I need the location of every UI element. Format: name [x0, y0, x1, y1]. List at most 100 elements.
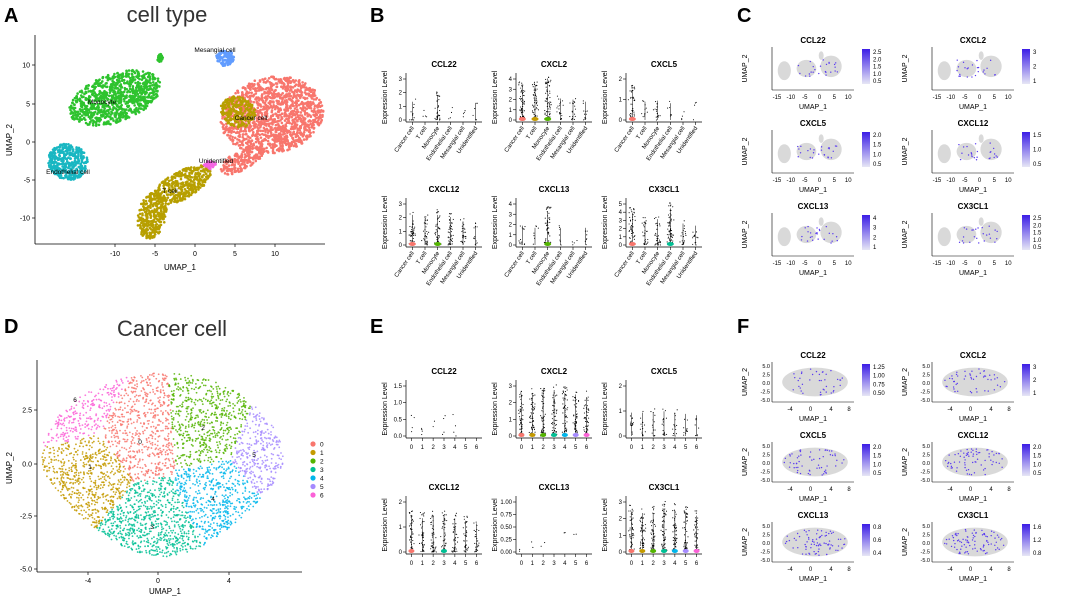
feature-xtick: 10	[845, 95, 852, 101]
violin-base	[531, 117, 538, 121]
feature-legend-value: 4	[873, 216, 877, 222]
panel-label-f: F	[737, 316, 749, 338]
panel-a-cluster-label: Endothelial cell	[46, 169, 90, 176]
feature-ylabel: UMAP_2	[902, 54, 909, 82]
legend-label-6: 6	[320, 493, 324, 500]
feature-xtick: -4	[787, 567, 793, 573]
violin-base	[573, 433, 579, 437]
feature-cells	[819, 134, 824, 143]
violin-ytick: 0	[399, 550, 403, 556]
violin-ytick: 3	[509, 384, 513, 390]
feature-legend-value: 2.0	[873, 133, 882, 139]
violin-title: CXCL5	[651, 367, 678, 376]
feature-xtick: -15	[773, 178, 782, 184]
feature-xlabel: UMAP_1	[959, 187, 987, 194]
feature-xtick: 10	[1005, 178, 1012, 184]
feature-cells	[782, 368, 848, 397]
feature-xtick: -15	[933, 261, 942, 267]
violin-xtick: 0	[410, 445, 414, 451]
violin-title: CCL22	[431, 60, 457, 69]
feature-colorbar	[862, 215, 870, 250]
violin-xtick: 3	[552, 561, 556, 567]
panel-a-xtick: 0	[193, 251, 197, 258]
monocyte-small-cluster	[156, 53, 164, 63]
feature-xtick: -4	[787, 487, 793, 493]
violin-xtick: 5	[684, 561, 688, 567]
feature-xlabel: UMAP_1	[959, 496, 987, 503]
feature-ytick: 0.0	[762, 541, 770, 547]
violin-base	[519, 117, 526, 121]
panel-d-xlabel: UMAP_1	[149, 587, 182, 596]
violin-ytick: 2	[509, 401, 513, 407]
violin-ylabel: Expression Level	[382, 195, 389, 249]
feature-title: CXCL2	[960, 36, 987, 45]
violin-ytick: 4	[619, 210, 623, 216]
cluster-center-label: 6	[73, 397, 77, 404]
violin-base	[544, 117, 551, 121]
feature-ytick: -2.5	[761, 550, 770, 556]
violin-ytick: 5	[619, 202, 623, 208]
panel-a-xtick: -10	[110, 251, 120, 258]
feature-xtick: 0	[969, 567, 973, 573]
cluster-2-points	[168, 373, 251, 468]
panel-a-xtick: 10	[271, 251, 279, 258]
violin-xtick: 5	[464, 445, 468, 451]
violin-ytick: 0	[509, 434, 513, 440]
feature-legend-value: 1.0	[873, 152, 882, 158]
feature-legend-value: 1.5	[873, 143, 882, 149]
violin-ylabel: Expression Level	[492, 382, 499, 436]
panel-d-ytick: -2.5	[20, 514, 32, 521]
panel-a-ytick: 0	[26, 140, 30, 147]
feature-ylabel: UMAP_2	[742, 368, 749, 396]
feature-xtick: 5	[993, 261, 997, 267]
feature-cells	[979, 217, 984, 226]
feature-xtick: -5	[802, 95, 808, 101]
feature-xtick: 4	[829, 567, 833, 573]
violin-title: CXCL13	[539, 483, 570, 492]
feature-xtick: 4	[989, 567, 993, 573]
violin-ytick: 1	[509, 233, 513, 239]
feature-xtick: 0	[818, 95, 822, 101]
feature-cells	[938, 61, 951, 80]
panel-a-title: cell type	[127, 2, 208, 27]
feature-xtick: -5	[802, 178, 808, 184]
violin-ytick: 0	[399, 118, 403, 124]
violin-xtick: 6	[585, 561, 589, 567]
feature-colorbar	[1022, 215, 1030, 250]
feature-title: CX3CL1	[958, 511, 989, 520]
feature-colorbar	[862, 444, 870, 476]
feature-ytick: 2.5	[762, 453, 770, 459]
feature-legend-value: 1.0	[1033, 238, 1042, 244]
legend-swatch-4	[310, 475, 315, 480]
feature-ytick: 2.5	[922, 453, 930, 459]
feature-ytick: -5.0	[761, 398, 770, 404]
feature-ytick: 2.5	[922, 373, 930, 379]
violin-xtick: 4	[563, 561, 567, 567]
feature-legend-value: 1.00	[873, 374, 885, 380]
feature-ylabel: UMAP_2	[902, 368, 909, 396]
feature-ylabel: UMAP_2	[742, 220, 749, 248]
violin-ytick: 3	[509, 212, 513, 218]
legend-swatch-1	[310, 450, 315, 455]
violin-xtick: 0	[520, 561, 524, 567]
feature-legend-value: 0.5	[1033, 162, 1042, 168]
feature-xtick: -4	[947, 407, 953, 413]
feature-legend-value: 1.5	[1033, 133, 1042, 139]
violin-base	[667, 242, 674, 246]
panel-a-ytick: -10	[20, 216, 30, 223]
feature-ytick: 5.0	[762, 524, 770, 530]
violin-ytick: 0	[509, 118, 513, 124]
cluster-center-label: 5	[252, 452, 256, 459]
violin-ytick: 0.5	[394, 417, 403, 423]
violin-xtick: 0	[410, 561, 414, 567]
violin-ytick: 3	[399, 202, 403, 208]
panel-d-xtick: 4	[227, 578, 231, 585]
panel-a-ylabel: UMAP_2	[5, 123, 14, 156]
